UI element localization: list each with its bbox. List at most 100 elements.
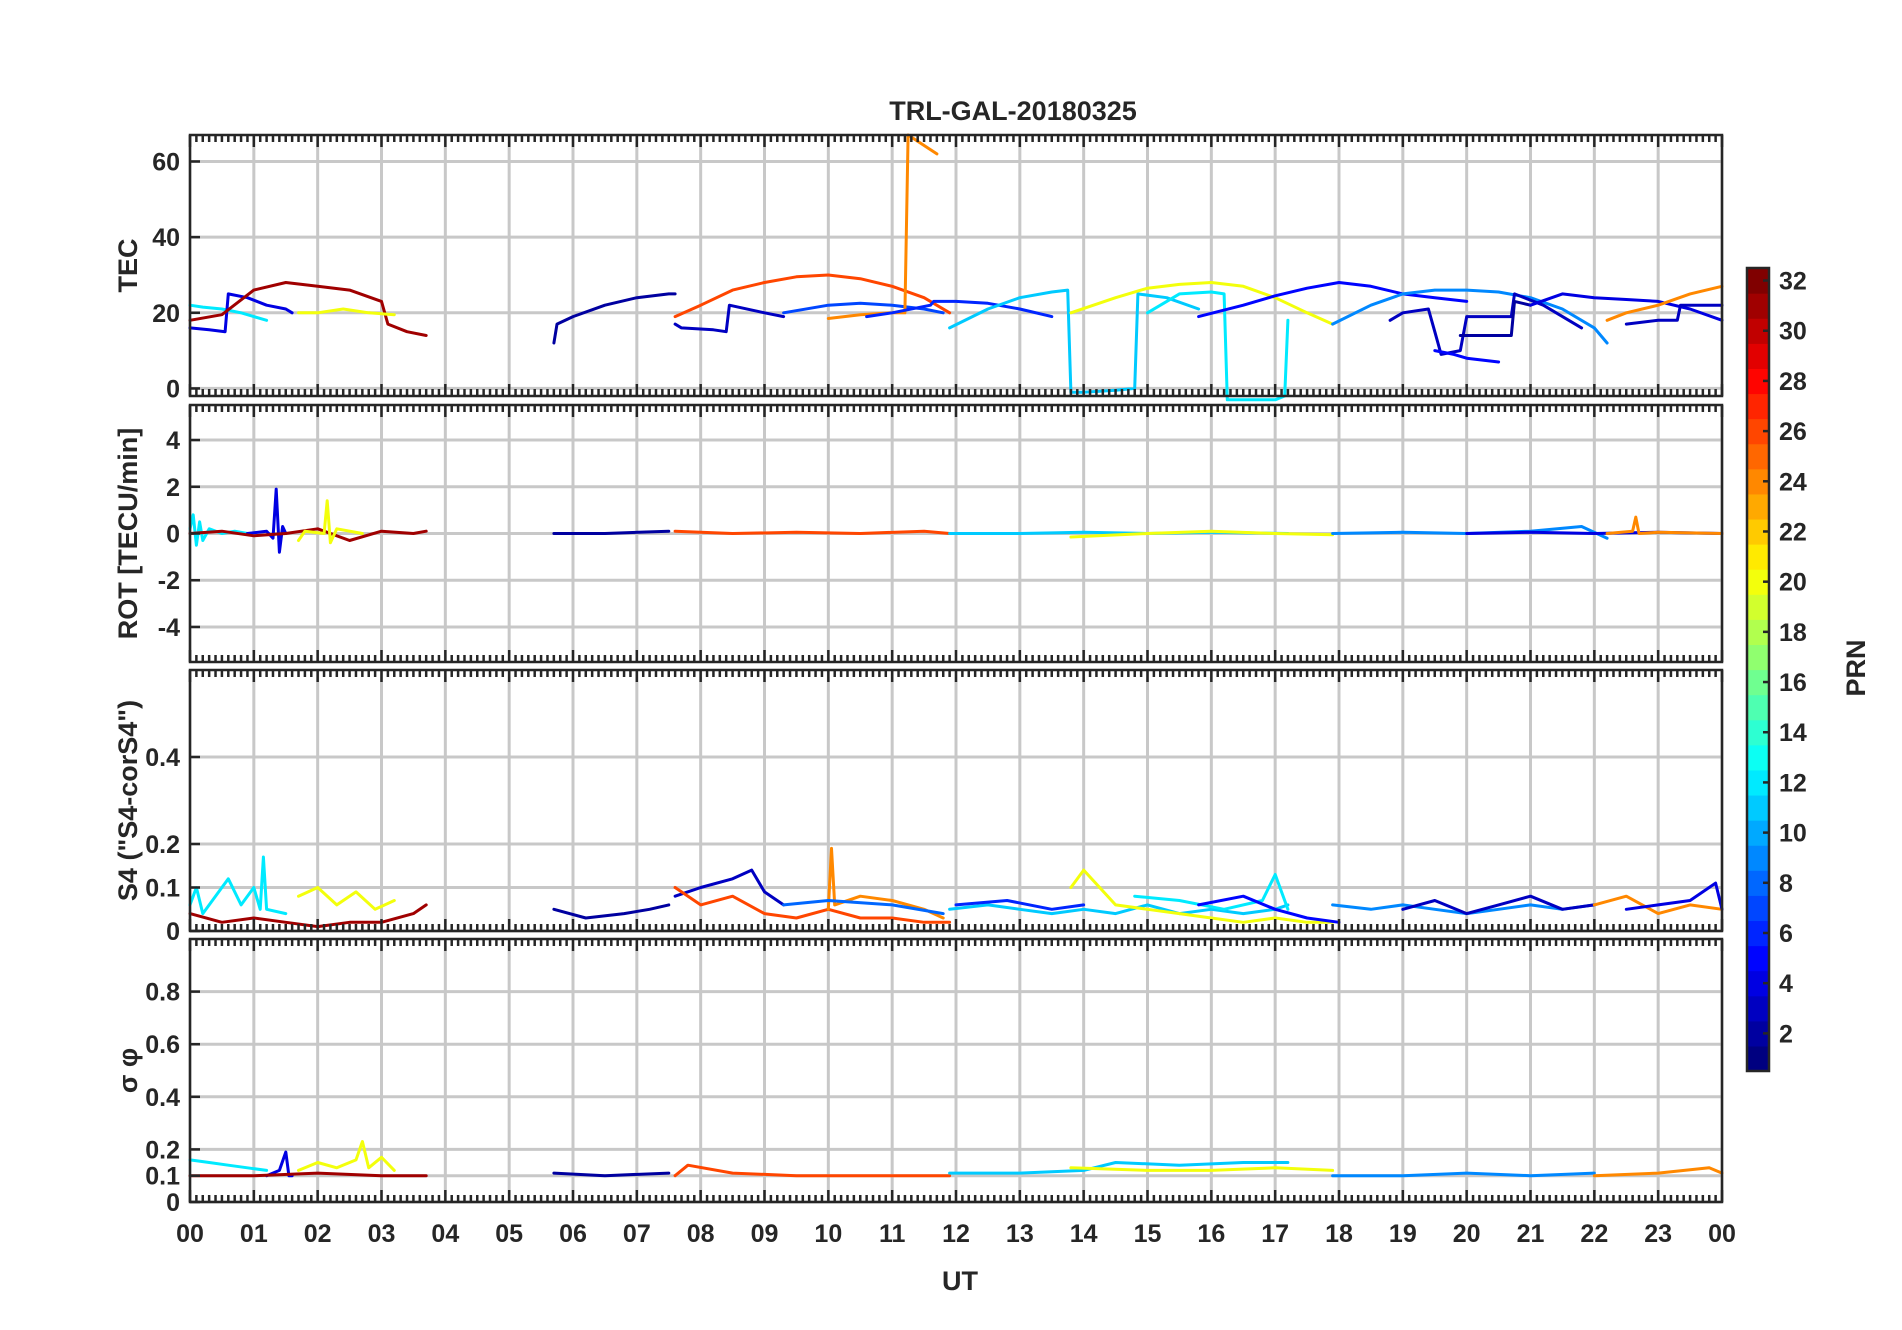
x-tick-label: 22 xyxy=(1580,1220,1608,1248)
colorbar-tick-label: 26 xyxy=(1779,418,1807,446)
trace-prn-4 xyxy=(265,1150,294,1178)
y-tick-label: 0.6 xyxy=(145,1031,180,1059)
trace-prn-20 xyxy=(297,499,364,545)
colorbar-swatch xyxy=(1747,719,1769,746)
colorbar-swatch xyxy=(1747,769,1769,796)
trace-prn-31 xyxy=(188,1171,428,1178)
x-axis-label: UT xyxy=(942,1266,978,1296)
y-axis-label-s4: S4 ("S4-corS4") xyxy=(113,700,143,901)
colorbar-tick-label: 32 xyxy=(1779,268,1807,296)
colorbar-frame xyxy=(1745,266,1771,1073)
colorbar-swatch xyxy=(1747,368,1769,395)
trace-prn-3 xyxy=(1401,894,1596,916)
y-tick-label: -2 xyxy=(158,567,180,595)
colorbar-swatch xyxy=(1747,318,1769,344)
x-tick-label: 05 xyxy=(495,1220,523,1248)
trace-prn-12 xyxy=(188,855,288,916)
y-axis-label-rot: ROT [TECU/min] xyxy=(113,428,143,639)
colorbar-swatch xyxy=(1747,594,1769,620)
x-tick-label: 14 xyxy=(1070,1220,1098,1248)
colorbar-tick-label: 10 xyxy=(1779,820,1807,848)
y-tick-label: 0.4 xyxy=(145,744,180,772)
x-tick-label: 23 xyxy=(1644,1220,1672,1248)
trace-prn-4 xyxy=(1529,292,1724,322)
trace-prn-20 xyxy=(1069,281,1335,326)
x-tick-label: 03 xyxy=(368,1220,396,1248)
colorbar-swatch xyxy=(1747,343,1769,369)
x-tick-label: 10 xyxy=(814,1220,842,1248)
trace-prn-24 xyxy=(1605,284,1724,322)
y-tick-label: 0.1 xyxy=(145,875,180,903)
x-tick-label: 19 xyxy=(1389,1220,1417,1248)
colorbar-swatch xyxy=(1747,744,1769,771)
panel-s4: 0 0.1 0.2 0.4S4 ("S4-corS4") xyxy=(113,668,1724,946)
colorbar-swatch xyxy=(1747,293,1769,319)
y-tick-label: 0.2 xyxy=(145,1136,180,1164)
trace-prn-3 xyxy=(1388,292,1584,356)
trace-prn-31 xyxy=(188,281,428,337)
colorbar-swatch xyxy=(1747,945,1769,972)
x-tick-label: 08 xyxy=(687,1220,715,1248)
colorbar-tick-label: 14 xyxy=(1779,719,1807,747)
colorbar-tick-label: 12 xyxy=(1779,769,1807,797)
trace-prn-4 xyxy=(1624,881,1724,911)
x-tick-label: 01 xyxy=(240,1220,268,1248)
trace-prn-2 xyxy=(552,1171,671,1178)
y-tick-label: 0 xyxy=(166,918,180,946)
trace-prn-24 xyxy=(1592,1166,1724,1178)
colorbar-label: PRN xyxy=(1841,639,1871,696)
colorbar-swatch xyxy=(1747,569,1769,595)
panel-rot: -4 -2 0 2 4 ROT [TECU/min] xyxy=(113,403,1724,664)
trace-prn-3 xyxy=(673,303,786,334)
x-tick-label: 07 xyxy=(623,1220,651,1248)
x-tick-label: 15 xyxy=(1134,1220,1162,1248)
trace-prn-20 xyxy=(1069,1166,1335,1172)
trace-prn-6 xyxy=(865,299,1054,319)
colorbar-swatch xyxy=(1747,794,1769,821)
colorbar-swatch xyxy=(1747,544,1769,570)
trace-prn-5 xyxy=(1197,281,1469,319)
colorbar-tick-label: 6 xyxy=(1779,920,1793,948)
colorbar-swatch xyxy=(1747,644,1769,671)
y-tick-label: 4 xyxy=(166,427,180,455)
panel-sigma: 00.10.2 0.4 0.6 0.8 σ φ xyxy=(113,937,1724,1217)
x-tick-label: 20 xyxy=(1453,1220,1481,1248)
y-tick-label: 20 xyxy=(152,300,180,328)
trace-prn-7 xyxy=(782,301,945,315)
y-tick-label: 0 xyxy=(166,1189,180,1217)
x-axis-tick-labels: 00 01 02 03 04 05 06 07 08 09 10 11 12 13 14 15 16 17 18 19… xyxy=(176,1220,1736,1248)
colorbar-swatch xyxy=(1747,995,1769,1022)
y-tick-label: 0 xyxy=(166,521,180,549)
colorbar-tick-label: 4 xyxy=(1779,970,1793,998)
trace-prn-26 xyxy=(673,1163,952,1178)
colorbar-tick-label: 30 xyxy=(1779,318,1807,346)
y-tick-label: -4 xyxy=(158,614,180,642)
x-tick-label: 04 xyxy=(431,1220,459,1248)
trace-prn-26 xyxy=(673,273,952,319)
x-tick-label: 02 xyxy=(304,1220,332,1248)
y-axis-label-sigma: σ φ xyxy=(113,1048,143,1093)
x-tick-label: 12 xyxy=(942,1220,970,1248)
y-tick-label: 0.8 xyxy=(145,979,180,1007)
x-tick-label: 09 xyxy=(751,1220,779,1248)
chart-title: TRL-GAL-20180325 xyxy=(889,96,1137,126)
trace-prn-20 xyxy=(297,1140,396,1172)
trace-prn-5 xyxy=(1197,894,1341,924)
trace-prn-24 xyxy=(1592,894,1724,916)
colorbar-swatch xyxy=(1747,1020,1769,1047)
colorbar-tick-label: 24 xyxy=(1779,468,1807,496)
trace-prn-9 xyxy=(1331,288,1609,345)
y-tick-label: 2 xyxy=(166,474,180,502)
y-tick-label: 40 xyxy=(152,224,180,252)
colorbar-tick-label: 18 xyxy=(1779,619,1807,647)
trace-prn-6 xyxy=(954,899,1086,911)
trace-prn-24 xyxy=(1605,515,1724,535)
trace-prn-26 xyxy=(673,886,952,924)
trace-prn-12 xyxy=(188,1158,269,1172)
x-tick-label: 06 xyxy=(559,1220,587,1248)
x-tick-label: 11 xyxy=(879,1220,906,1248)
x-tick-label: 00 xyxy=(176,1220,204,1248)
